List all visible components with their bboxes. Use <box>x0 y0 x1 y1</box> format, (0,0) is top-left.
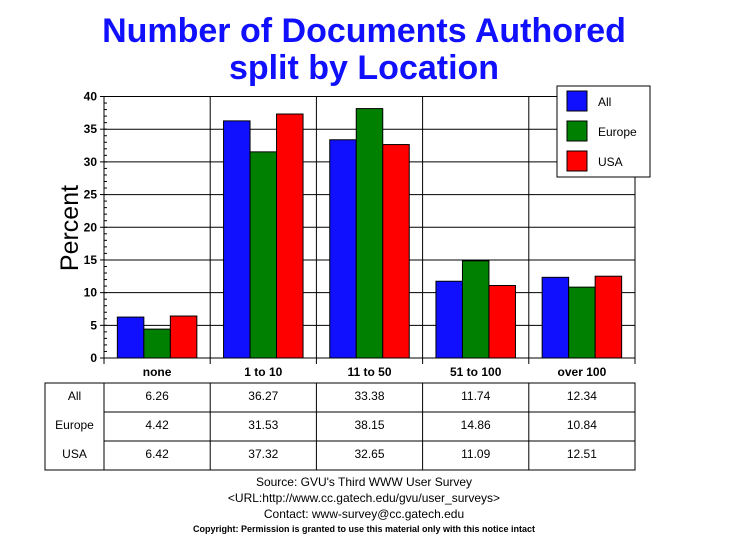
table-cell: 38.15 <box>354 418 384 432</box>
y-tick-label: 10 <box>84 286 98 300</box>
table-cell: 12.51 <box>567 447 597 461</box>
table-cell: 14.86 <box>461 418 491 432</box>
bar-europe <box>461 260 490 359</box>
legend-swatch-all <box>566 90 588 112</box>
table-row-label: USA <box>62 447 87 461</box>
y-tick-label: 35 <box>84 122 98 136</box>
y-tick-label: 0 <box>90 351 97 365</box>
footer-url: <URL:http://www.cc.gatech.edu/gvu/user_s… <box>228 491 500 505</box>
data-table <box>44 382 636 471</box>
legend: All Europe USA <box>556 85 651 178</box>
bar-all <box>329 139 357 359</box>
bar-europe <box>568 286 596 359</box>
y-tick-label: 30 <box>84 155 98 169</box>
x-tick-label: over 100 <box>558 365 607 379</box>
table-row-label: Europe <box>55 418 94 432</box>
legend-swatch-usa <box>566 150 588 172</box>
y-tick-label: 15 <box>84 253 98 267</box>
table-cell: 6.26 <box>145 389 169 403</box>
table-cell: 11.74 <box>461 389 490 403</box>
legend-swatch-europe <box>566 120 588 142</box>
table-cell: 10.84 <box>567 418 597 432</box>
footer-contact: Contact: www-survey@cc.gatech.edu <box>264 507 464 521</box>
x-tick-label: none <box>143 365 172 379</box>
y-tick-label: 20 <box>84 220 98 234</box>
bar-usa <box>276 113 304 359</box>
x-tick-label: 11 to 50 <box>347 365 391 379</box>
y-tick-label: 25 <box>84 188 98 202</box>
bar-usa <box>382 144 410 359</box>
bar-all <box>116 316 145 359</box>
table-cell: 6.42 <box>145 447 169 461</box>
bar-europe <box>249 151 278 359</box>
table-cell: 36.27 <box>248 389 278 403</box>
bar-usa <box>169 315 198 359</box>
y-tick-label: 40 <box>84 90 98 104</box>
bar-all <box>541 276 570 359</box>
footer-source: Source: GVU's Third WWW User Survey <box>256 475 472 489</box>
bar-europe <box>355 108 384 359</box>
table-cell: 31.53 <box>248 418 278 432</box>
table-cell: 4.42 <box>145 418 169 432</box>
x-tick-label: 1 to 10 <box>244 365 282 379</box>
y-axis-label: Percent <box>56 185 84 271</box>
x-tick-label: 51 to 100 <box>450 365 502 379</box>
table-cell: 11.09 <box>461 447 490 461</box>
legend-label: All <box>598 95 611 109</box>
bar-all <box>223 120 251 359</box>
table-cell: 37.32 <box>248 447 278 461</box>
chart-title-line-1: Number of Documents Authored <box>102 12 626 50</box>
chart-title-line-2: split by Location <box>229 49 499 87</box>
footer-copyright: Copyright: Permission is granted to use … <box>193 524 535 534</box>
table-row-label: All <box>68 389 81 403</box>
bar-all <box>435 280 463 359</box>
bar-usa <box>594 275 623 359</box>
bar-usa <box>488 284 516 359</box>
table-cell: 12.34 <box>567 389 597 403</box>
legend-label: Europe <box>598 125 637 139</box>
table-cell: 33.38 <box>354 389 384 403</box>
y-tick-label: 5 <box>90 318 97 332</box>
table-cell: 32.65 <box>354 447 384 461</box>
legend-label: USA <box>598 155 623 169</box>
bar-europe <box>143 328 171 359</box>
